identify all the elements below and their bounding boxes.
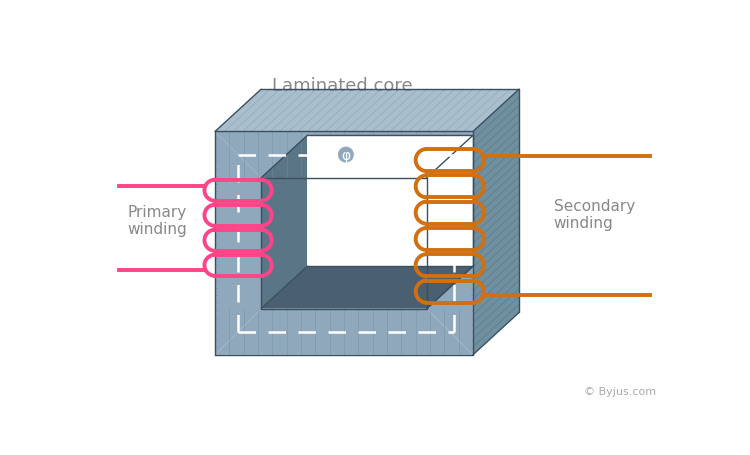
Text: Primary
winding: Primary winding — [128, 204, 187, 237]
Polygon shape — [308, 136, 473, 267]
Polygon shape — [308, 136, 473, 267]
Polygon shape — [473, 90, 519, 355]
Polygon shape — [215, 309, 473, 355]
Polygon shape — [427, 136, 473, 309]
Polygon shape — [261, 136, 473, 178]
Text: φ: φ — [341, 148, 350, 162]
Polygon shape — [215, 90, 519, 132]
Polygon shape — [215, 132, 473, 178]
Polygon shape — [261, 267, 473, 309]
Polygon shape — [261, 136, 308, 309]
Polygon shape — [427, 132, 473, 355]
Text: Laminated core: Laminated core — [272, 77, 412, 95]
Polygon shape — [215, 132, 261, 355]
Text: Secondary
winding: Secondary winding — [554, 198, 635, 231]
Text: © Byjus.com: © Byjus.com — [584, 386, 656, 396]
